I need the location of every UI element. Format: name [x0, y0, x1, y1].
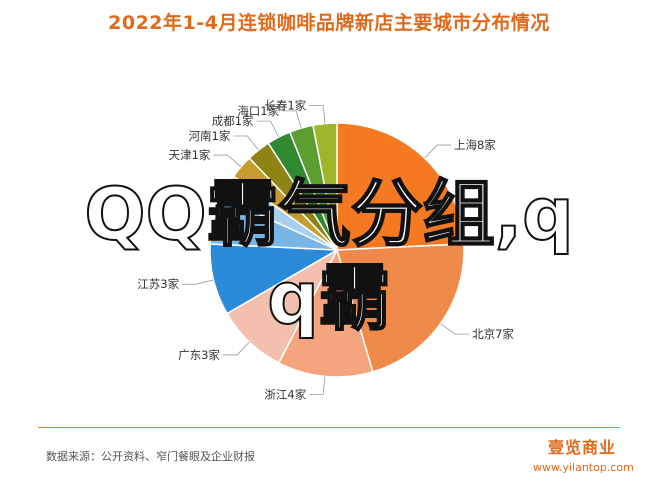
- chart-title: 2022年1-4月连锁咖啡品牌新店主要城市分布情况: [108, 12, 550, 34]
- slice-label: 北京7家: [472, 327, 514, 341]
- slice-label: 长春1家: [264, 99, 306, 113]
- slice-label: 广东3家: [178, 348, 220, 362]
- leader-line: [222, 341, 250, 356]
- leader-line: [309, 376, 326, 395]
- pie-chart-area: 上海8家北京7家浙江4家 广东3家 江苏3家 天津1家 河南1家 成都1家 海口1家 长春1家: [0, 40, 658, 425]
- slice-label: 天津1家: [169, 148, 211, 162]
- leader-line: [213, 154, 242, 168]
- slice-label: 河南1家: [189, 129, 231, 143]
- pie-slice-北京: [336, 243, 465, 373]
- pie-slice-上海: [336, 122, 465, 251]
- leader-line: [282, 110, 302, 129]
- data-source: 数据来源：公开资料、窄门餐眼及企业财报: [46, 450, 255, 463]
- slice-label: 成都1家: [212, 114, 254, 128]
- slice-label: 海口1家: [237, 104, 279, 118]
- leader-lines: [182, 105, 470, 395]
- slice-label: 上海8家: [454, 138, 496, 152]
- leader-line: [424, 144, 452, 159]
- pie-slice-长春: [312, 122, 338, 251]
- brand-url: www.yilantop.com: [533, 461, 634, 474]
- slice-label: 江苏3家: [137, 277, 179, 291]
- pie-slices: [209, 122, 465, 378]
- leader-line: [256, 120, 280, 138]
- slice-label: 浙江4家: [264, 387, 306, 401]
- pie-slice-浙江: [277, 247, 374, 378]
- brand-logo: 壹览商业: [548, 438, 617, 457]
- leader-line: [440, 323, 470, 335]
- leader-line: [309, 105, 326, 124]
- footer-divider: [38, 427, 620, 428]
- leader-line: [233, 135, 259, 151]
- leader-line: [182, 279, 214, 285]
